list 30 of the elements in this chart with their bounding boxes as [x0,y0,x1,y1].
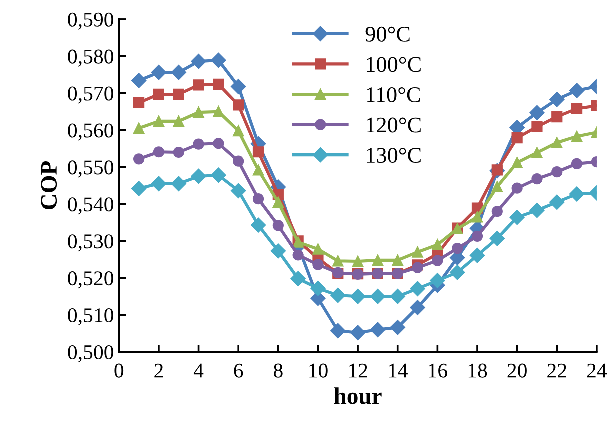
x-tick-label: 24 [587,364,608,378]
y-tick-label: 0,520 [68,272,114,289]
x-tick-label: 4 [194,364,204,378]
x-tick-label: 8 [274,364,283,378]
legend-label: 100°C [367,57,421,72]
x-tick-label: 20 [508,364,527,378]
x-tick-label: 22 [548,364,566,378]
y-tick-label: 0,570 [68,86,114,104]
y-tick-label: 0,560 [68,124,114,141]
x-tick-label: 6 [234,364,244,378]
y-tick-label: 0,510 [68,308,114,326]
legend-label: 90°C [366,26,410,42]
y-tick-label: 0,500 [68,345,114,363]
x-tick-label: 16 [429,364,448,378]
y-tick-label: 0,580 [68,50,114,67]
x-tick-label: 2 [154,364,164,378]
legend-label: 120°C [367,118,421,133]
x-tick-label: 10 [310,364,328,378]
y-tick-label: 0,540 [68,198,114,215]
y-tick-label: 0,530 [68,234,114,252]
x-tick-label: 18 [468,364,488,378]
x-axis-title: hour [334,388,382,404]
legend-label: 130°C [367,148,421,164]
y-tick-label: 0,590 [68,12,114,30]
x-tick-label: 14 [389,364,408,378]
legend-label: 110°C [367,87,420,102]
x-tick-label: 12 [349,364,368,378]
y-tick-label: 0,550 [68,160,114,178]
y-axis-title: COP [41,162,58,210]
x-tick-label: 0 [114,364,124,378]
